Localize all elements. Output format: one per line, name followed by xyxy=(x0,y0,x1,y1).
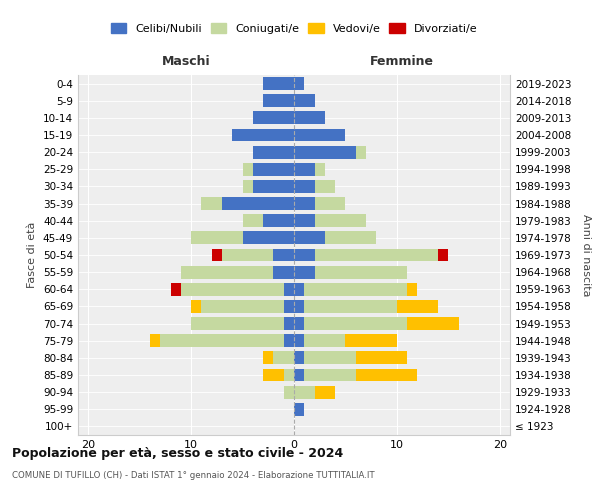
Bar xyxy=(314,386,335,398)
Bar xyxy=(356,352,407,364)
Bar xyxy=(263,94,294,107)
Bar xyxy=(294,266,314,278)
Bar xyxy=(253,163,294,175)
Bar xyxy=(294,94,314,107)
Bar xyxy=(202,197,222,210)
Bar xyxy=(314,197,346,210)
Bar xyxy=(294,112,325,124)
Bar xyxy=(222,248,274,262)
Text: Maschi: Maschi xyxy=(161,55,211,68)
Bar xyxy=(263,214,294,227)
Bar xyxy=(294,214,314,227)
Bar xyxy=(438,248,448,262)
Bar xyxy=(304,300,397,313)
Bar xyxy=(304,334,346,347)
Bar xyxy=(294,300,304,313)
Bar xyxy=(314,163,325,175)
Bar xyxy=(314,266,407,278)
Bar xyxy=(274,352,294,364)
Bar xyxy=(294,197,314,210)
Bar xyxy=(304,317,407,330)
Bar xyxy=(325,232,376,244)
Y-axis label: Fasce di età: Fasce di età xyxy=(28,222,37,288)
Bar xyxy=(294,317,304,330)
Bar xyxy=(294,146,356,158)
Bar xyxy=(294,163,314,175)
Y-axis label: Anni di nascita: Anni di nascita xyxy=(581,214,591,296)
Text: Popolazione per età, sesso e stato civile - 2024: Popolazione per età, sesso e stato civil… xyxy=(12,448,343,460)
Bar xyxy=(253,112,294,124)
Text: COMUNE DI TUFILLO (CH) - Dati ISTAT 1° gennaio 2024 - Elaborazione TUTTITALIA.IT: COMUNE DI TUFILLO (CH) - Dati ISTAT 1° g… xyxy=(12,470,374,480)
Bar xyxy=(294,334,304,347)
Bar xyxy=(304,283,407,296)
Bar xyxy=(274,266,294,278)
Bar xyxy=(242,232,294,244)
Bar xyxy=(304,352,356,364)
Bar xyxy=(284,386,294,398)
Bar xyxy=(160,334,284,347)
Bar xyxy=(314,248,438,262)
Bar xyxy=(222,197,294,210)
Bar xyxy=(346,334,397,347)
Bar xyxy=(191,300,202,313)
Bar xyxy=(356,146,366,158)
Bar xyxy=(284,317,294,330)
Bar xyxy=(314,180,335,193)
Bar xyxy=(294,386,314,398)
Bar xyxy=(294,180,314,193)
Bar xyxy=(304,368,356,382)
Bar xyxy=(253,146,294,158)
Bar xyxy=(263,77,294,90)
Text: Femmine: Femmine xyxy=(370,55,434,68)
Bar xyxy=(181,283,284,296)
Bar xyxy=(191,317,284,330)
Bar xyxy=(284,368,294,382)
Bar xyxy=(242,163,253,175)
Bar xyxy=(294,368,304,382)
Bar xyxy=(284,300,294,313)
Bar xyxy=(181,266,274,278)
Bar xyxy=(284,283,294,296)
Bar xyxy=(242,214,263,227)
Bar xyxy=(263,368,284,382)
Bar xyxy=(407,283,418,296)
Bar xyxy=(314,214,366,227)
Bar xyxy=(274,248,294,262)
Legend: Celibi/Nubili, Coniugati/e, Vedovi/e, Divorziati/e: Celibi/Nubili, Coniugati/e, Vedovi/e, Di… xyxy=(111,23,477,34)
Bar xyxy=(212,248,222,262)
Bar xyxy=(232,128,294,141)
Bar xyxy=(242,180,253,193)
Bar xyxy=(150,334,160,347)
Bar xyxy=(263,352,274,364)
Bar xyxy=(170,283,181,296)
Bar xyxy=(294,232,325,244)
Bar xyxy=(294,128,346,141)
Bar xyxy=(284,334,294,347)
Bar xyxy=(294,77,304,90)
Bar xyxy=(356,368,418,382)
Bar xyxy=(397,300,438,313)
Bar xyxy=(294,403,304,415)
Bar xyxy=(202,300,284,313)
Bar xyxy=(407,317,458,330)
Bar xyxy=(294,352,304,364)
Bar xyxy=(253,180,294,193)
Bar xyxy=(294,283,304,296)
Bar xyxy=(294,248,314,262)
Bar xyxy=(191,232,242,244)
